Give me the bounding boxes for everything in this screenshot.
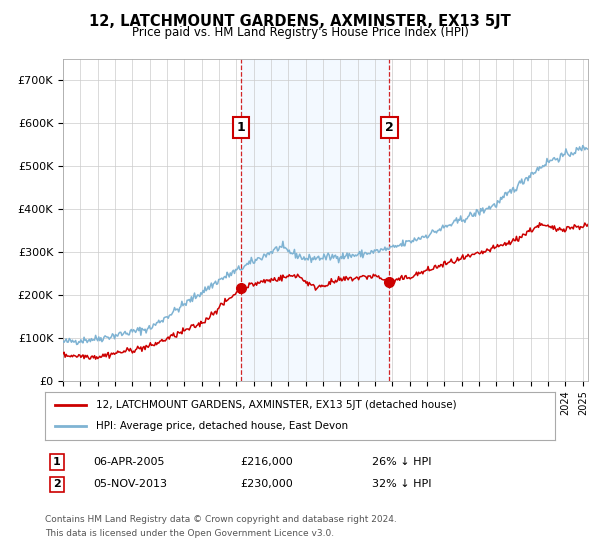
Text: This data is licensed under the Open Government Licence v3.0.: This data is licensed under the Open Gov… — [45, 529, 334, 538]
Text: 1: 1 — [236, 121, 245, 134]
Text: 2: 2 — [385, 121, 394, 134]
Text: Price paid vs. HM Land Registry's House Price Index (HPI): Price paid vs. HM Land Registry's House … — [131, 26, 469, 39]
Text: 06-APR-2005: 06-APR-2005 — [93, 457, 164, 467]
Text: 2: 2 — [53, 479, 61, 489]
Text: Contains HM Land Registry data © Crown copyright and database right 2024.: Contains HM Land Registry data © Crown c… — [45, 515, 397, 524]
Text: 32% ↓ HPI: 32% ↓ HPI — [372, 479, 431, 489]
Text: £230,000: £230,000 — [240, 479, 293, 489]
Text: £216,000: £216,000 — [240, 457, 293, 467]
Text: 26% ↓ HPI: 26% ↓ HPI — [372, 457, 431, 467]
Bar — [241, 59, 389, 381]
Text: 05-NOV-2013: 05-NOV-2013 — [93, 479, 167, 489]
Text: HPI: Average price, detached house, East Devon: HPI: Average price, detached house, East… — [96, 421, 348, 431]
Text: 1: 1 — [53, 457, 61, 467]
Text: 12, LATCHMOUNT GARDENS, AXMINSTER, EX13 5JT (detached house): 12, LATCHMOUNT GARDENS, AXMINSTER, EX13 … — [96, 400, 457, 410]
Text: 12, LATCHMOUNT GARDENS, AXMINSTER, EX13 5JT: 12, LATCHMOUNT GARDENS, AXMINSTER, EX13 … — [89, 14, 511, 29]
